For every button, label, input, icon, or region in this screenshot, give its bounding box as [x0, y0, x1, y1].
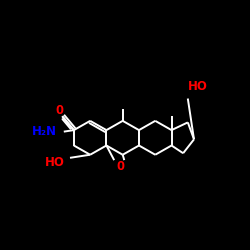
Text: O: O	[55, 104, 63, 117]
Text: HO: HO	[44, 156, 64, 169]
Text: H₂N: H₂N	[32, 125, 57, 138]
Text: HO: HO	[188, 80, 208, 93]
Text: O: O	[116, 160, 124, 173]
